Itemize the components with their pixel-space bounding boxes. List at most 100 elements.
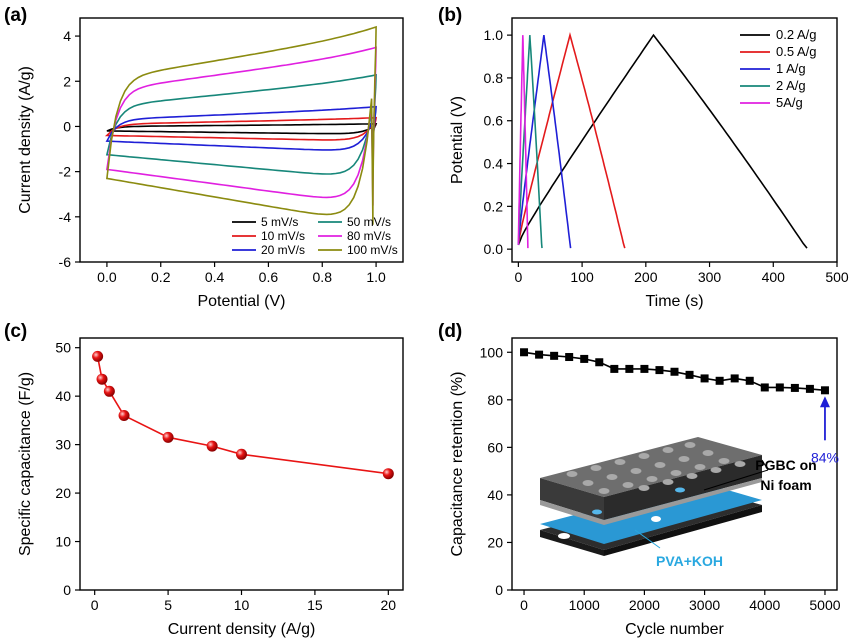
pore [694, 464, 706, 470]
panel-label-b: (b) [438, 5, 462, 26]
y-tick-label: 1.0 [484, 27, 504, 43]
electrolyte-layer [540, 482, 762, 544]
pore [702, 450, 714, 456]
retention-point [775, 383, 784, 392]
bottom-hole [651, 516, 661, 522]
plot-frame [79, 17, 404, 263]
x-tick-label: 5000 [809, 597, 840, 613]
pore [582, 480, 594, 486]
retention-point [805, 384, 814, 393]
retention-point [790, 383, 799, 392]
legend-label: 2 A/g [776, 78, 806, 93]
y-tick-label: 20 [487, 534, 503, 550]
capacitance-point [382, 468, 394, 480]
retention-point [715, 376, 724, 385]
top-slab-front [604, 455, 762, 520]
capacitance-point [103, 385, 115, 397]
y-tick-label: 40 [487, 487, 503, 503]
y-tick-label: 20 [55, 485, 71, 501]
device-illustration: PGBC on Ni foam PVA+KOH [540, 437, 817, 569]
retention-point [580, 354, 589, 363]
capacitance-point [206, 440, 218, 452]
annotation-label: 84% [811, 449, 839, 465]
x-tick-label: 4000 [749, 597, 780, 613]
pore [646, 476, 658, 482]
pore [606, 474, 618, 480]
x-axis-label: Time (s) [645, 293, 703, 310]
panel-label-d: (d) [438, 321, 462, 342]
x-tick-label: 1000 [569, 597, 600, 613]
pore [566, 471, 578, 477]
legend-label: 10 mV/s [261, 229, 305, 243]
x-tick-label: 10 [234, 597, 250, 613]
pore [622, 482, 634, 488]
pore [638, 485, 650, 491]
bottom-slab-front [604, 505, 762, 556]
pore [638, 453, 650, 459]
retention-point [595, 358, 604, 367]
electrolyte-bead [675, 487, 685, 493]
legend-label: 5A/g [776, 95, 803, 110]
y-tick-label: 0 [495, 582, 503, 598]
gcd-chart: 0 100 200 300 400 500 0.0 0.2 0.4 0.6 0.8 1.0 Time (… [449, 17, 849, 310]
x-tick-label: 100 [570, 269, 594, 285]
x-tick-label: 0.4 [205, 269, 225, 285]
y-axis-label: Capacitance retention (%) [449, 372, 466, 557]
retention-point [565, 353, 574, 362]
pore [598, 488, 610, 494]
capacitance-point [118, 410, 130, 422]
retention-point [670, 367, 679, 376]
leader-line [761, 459, 769, 471]
retention-point [655, 366, 664, 375]
panel-label-c: (c) [4, 321, 27, 342]
cv-curve-20-mv-s [105, 105, 377, 153]
retention-point [640, 364, 649, 373]
y-tick-label: 10 [55, 534, 71, 550]
cv-curve-5-mv-s [106, 122, 378, 135]
retention-point [730, 374, 739, 383]
plot-frame [511, 337, 838, 591]
inset-label-top: PGBC on [755, 457, 816, 473]
pore [654, 462, 666, 468]
y-tick-label: 30 [55, 437, 71, 453]
x-tick-label: 200 [634, 269, 658, 285]
retention-point [550, 351, 559, 360]
pore [630, 468, 642, 474]
y-tick-label: 0.4 [484, 156, 504, 172]
retention-point [820, 386, 829, 395]
y-tick-label: 50 [55, 340, 71, 356]
panel-label-a: (a) [4, 5, 27, 26]
pore [686, 473, 698, 479]
y-tick-label: 0 [63, 118, 71, 134]
pore [734, 461, 746, 467]
gcd-curve-2-a-g [517, 35, 543, 249]
pore [710, 467, 722, 473]
leader-line [703, 469, 769, 491]
y-tick-label: -6 [59, 254, 72, 270]
annotation-arrow-head [819, 396, 830, 408]
y-axis-label: Current density (A/g) [17, 66, 34, 214]
retention-point [760, 383, 769, 392]
y-tick-label: 40 [55, 388, 71, 404]
retention-point [520, 348, 529, 357]
x-tick-label: 20 [381, 597, 397, 613]
x-tick-label: 5 [164, 597, 172, 613]
pore [662, 447, 674, 453]
legend-label: 0.2 A/g [776, 27, 816, 42]
legend-label: 80 mV/s [347, 229, 391, 243]
capacitance-chart: 0 5 10 15 20 0 10 20 30 40 50 Current density (A/g)… [17, 337, 404, 638]
x-tick-label: 0 [91, 597, 99, 613]
gcd-curve-0-2-a-g [517, 33, 808, 249]
y-tick-label: 100 [480, 344, 504, 360]
retention-point [745, 376, 754, 385]
x-tick-label: 0.6 [259, 269, 279, 285]
y-tick-label: 0.6 [484, 113, 504, 129]
inset-label-bottom: PVA+KOH [656, 553, 723, 569]
plot-frame [79, 337, 404, 591]
pore [678, 456, 690, 462]
retention-point [700, 374, 709, 383]
cv-curve-50-mv-s [105, 73, 377, 180]
leader-line [634, 529, 661, 549]
capacitance-point [162, 431, 174, 443]
y-tick-label: 2 [63, 73, 71, 89]
